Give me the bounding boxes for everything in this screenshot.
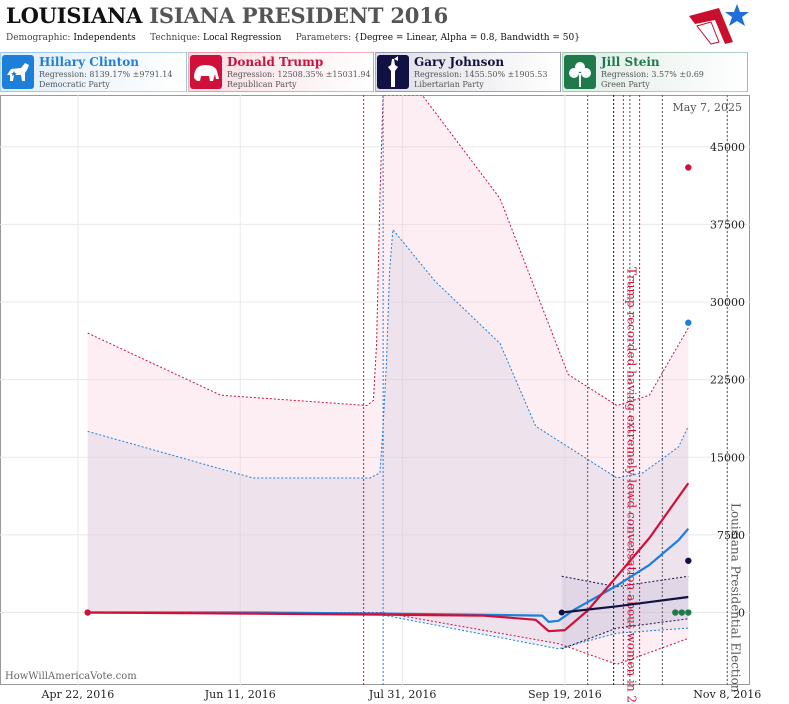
- candidate-regression: Regression: 1455.50% ±1905.53: [414, 70, 548, 79]
- y-tick-label: 7500: [717, 529, 745, 542]
- watermark: HowWillAmericaVote.com: [5, 671, 137, 682]
- elephant-icon: [190, 55, 222, 89]
- candidate-regression: Regression: 3.57% ±0.69: [601, 70, 704, 79]
- y-tick-label: 30000: [710, 296, 745, 309]
- demographic-label: Demographic:: [6, 33, 71, 43]
- y-tick-label: 37500: [710, 218, 745, 231]
- y-tick-label: 22500: [710, 374, 745, 387]
- candidate-name: Jill Stein: [601, 55, 660, 69]
- data-point: [685, 609, 692, 616]
- plot-area: [0, 95, 750, 685]
- y-tick-label: 0: [738, 607, 745, 620]
- candidate-cards: Hillary Clinton Regression: 8139.17% ±979…: [0, 52, 789, 94]
- series-line: [87, 482, 690, 633]
- current-point: [685, 164, 692, 171]
- annotation-label: Louisiana Presidential Election: [728, 503, 742, 693]
- candidate-party: Libertarian Party: [414, 80, 484, 89]
- series-line: [561, 595, 689, 614]
- y-tick-label: 45000: [710, 141, 745, 154]
- parameters-value: {Degree = Linear, Alpha = 0.8, Bandwidth…: [354, 33, 580, 43]
- title-main: LOUISIANA: [6, 3, 143, 28]
- candidate-card: Donald Trump Regression: 12508.35% ±15031…: [188, 52, 374, 92]
- confidence-band: [561, 576, 689, 649]
- data-point: [672, 609, 679, 616]
- candidate-name: Gary Johnson: [414, 55, 505, 69]
- technique-label: Technique:: [150, 33, 201, 43]
- statue-of-liberty-icon: [377, 55, 409, 89]
- candidate-name: Donald Trump: [227, 55, 324, 69]
- candidate-card: Gary Johnson Regression: 1455.50% ±1905.5…: [375, 52, 561, 92]
- chart: Trump recorded having extremely lewd con…: [0, 95, 761, 704]
- current-point: [685, 557, 692, 564]
- data-point: [678, 609, 686, 616]
- candidate-card: Hillary Clinton Regression: 8139.17% ±979…: [0, 52, 187, 92]
- confidence-band: [87, 229, 689, 649]
- demographic-value: Independents: [73, 33, 136, 43]
- page-title: LOUISIANA ISIANA PRESIDENT 2016: [6, 3, 448, 28]
- candidate-card: Jill Stein Regression: 3.57% ±0.69 Green P…: [562, 52, 748, 92]
- candidate-name: Hillary Clinton: [39, 55, 139, 69]
- confidence-band: [87, 95, 689, 665]
- parameters-label: Parameters:: [295, 33, 352, 43]
- candidate-party: Green Party: [601, 80, 650, 89]
- annotation-label: Trump recorded having extremely lewd con…: [624, 267, 638, 704]
- site-logo-icon: [689, 4, 749, 45]
- donkey-icon: [2, 55, 34, 89]
- x-tick-label: Nov 8, 2016: [693, 688, 761, 701]
- technique-value: Local Regression: [203, 33, 282, 43]
- candidate-party: Democratic Party: [39, 80, 110, 89]
- candidate-regression: Regression: 8139.17% ±9791.14: [39, 70, 173, 79]
- x-tick-label: Jun 11, 2016: [204, 688, 276, 701]
- series-start-marker: [84, 609, 91, 616]
- y-tick-label: 15000: [710, 451, 745, 464]
- x-tick-label: Sep 19, 2016: [528, 688, 602, 701]
- title-rest: ISIANA PRESIDENT 2016: [149, 3, 449, 28]
- current-point: [685, 319, 692, 326]
- flower-icon: [564, 55, 596, 89]
- subtitle: Demographic: Independents Technique: Loc…: [6, 33, 580, 43]
- band-upper-edge: [87, 95, 689, 407]
- candidate-regression: Regression: 12508.35% ±15031.94: [227, 70, 371, 79]
- date-label: May 7, 2025: [672, 101, 742, 114]
- candidate-party: Republican Party: [227, 80, 297, 89]
- header: LOUISIANA ISIANA PRESIDENT 2016 Demograp…: [0, 0, 789, 50]
- x-tick-label: Apr 22, 2016: [41, 688, 115, 701]
- start-point: [558, 609, 565, 616]
- x-tick-label: Jul 31, 2016: [368, 688, 437, 701]
- band-upper-edge: [87, 228, 689, 479]
